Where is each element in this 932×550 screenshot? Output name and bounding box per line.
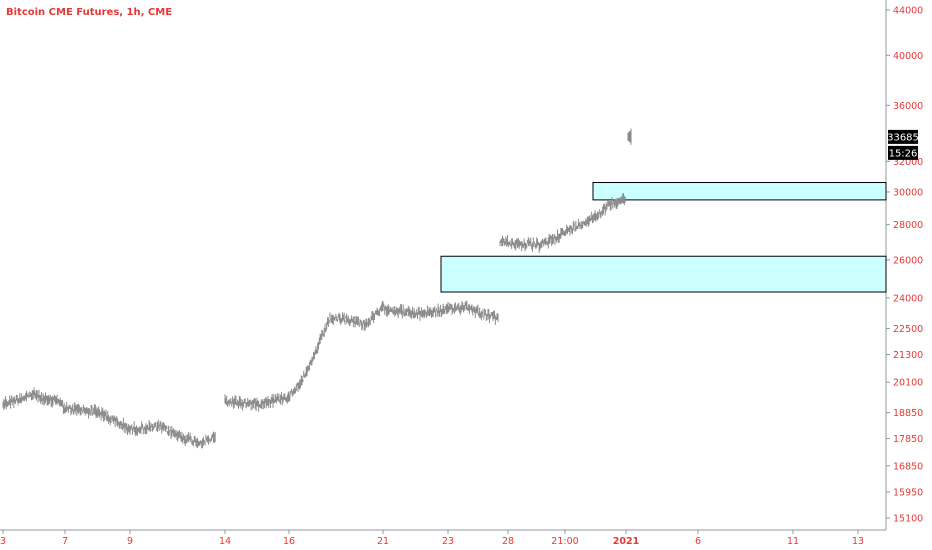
x-tick-label: 7 <box>62 536 68 547</box>
x-tick-label: 6 <box>695 536 701 547</box>
current-price-label: 33685 <box>887 132 919 143</box>
price-badge <box>888 129 918 144</box>
y-tick-label: 21300 <box>893 350 923 361</box>
x-tick-label: 21 <box>377 536 389 547</box>
x-tick-label: 11 <box>787 536 799 547</box>
y-tick-label: 22500 <box>893 324 923 335</box>
x-tick-label: 2021 <box>613 536 639 547</box>
x-tick-label: 3 <box>0 536 6 547</box>
x-tick-label: 13 <box>852 536 864 547</box>
x-tick-label: 9 <box>127 536 133 547</box>
zone-rectangle <box>592 182 887 201</box>
y-tick-label: 18850 <box>893 408 923 419</box>
price-series-segment <box>499 193 626 253</box>
y-tick-label: 16850 <box>893 461 923 472</box>
y-tick-label: 44000 <box>893 6 923 17</box>
y-tick-label: 36000 <box>893 101 923 112</box>
x-tick-label: 21:00 <box>551 536 578 547</box>
x-tick-label: 23 <box>442 536 454 547</box>
y-tick-label: 30000 <box>893 187 923 198</box>
y-tick-label: 17850 <box>893 434 923 445</box>
y-tick-label: 15950 <box>893 487 923 498</box>
y-tick-label: 28000 <box>893 220 923 231</box>
price-series-segment <box>627 128 632 145</box>
x-tick-label: 14 <box>219 536 231 547</box>
y-tick-label: 20100 <box>893 378 923 389</box>
price-series-segment <box>224 300 499 412</box>
countdown-badge <box>888 145 918 160</box>
y-tick-label: 32000 <box>893 157 923 168</box>
y-tick-label: 15100 <box>893 514 923 525</box>
zone-rectangle <box>440 255 887 293</box>
y-tick-label: 24000 <box>893 293 923 304</box>
x-tick-label: 16 <box>283 536 295 547</box>
price-series-segment <box>2 387 216 449</box>
y-tick-label: 26000 <box>893 255 923 266</box>
x-tick-label: 28 <box>502 536 514 547</box>
y-tick-label: 40000 <box>893 51 923 62</box>
chart-title: Bitcoin CME Futures, 1h, CME <box>6 7 173 18</box>
countdown-label: 15:26 <box>889 148 918 159</box>
